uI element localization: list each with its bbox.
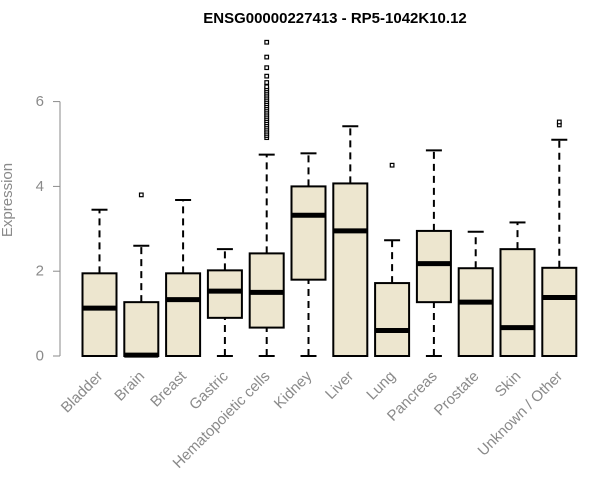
iqr-box <box>541 266 578 358</box>
boxes-group <box>81 39 578 358</box>
x-tick-label: Breast <box>147 367 190 410</box>
x-tick-label: Kidney <box>271 367 316 412</box>
outlier-point <box>138 192 144 198</box>
outlier-point <box>389 162 395 168</box>
y-tick-label: 6 <box>36 93 44 110</box>
chart-title: ENSG00000227413 - RP5-1042K10.12 <box>203 10 467 27</box>
outlier-point <box>264 73 270 79</box>
x-tick-label: Prostate <box>431 368 483 420</box>
x-tick-label: Skin <box>492 368 525 401</box>
iqr-box <box>290 185 327 281</box>
iqr-box <box>457 267 494 357</box>
y-axis-label: Expression <box>0 163 16 237</box>
box-breast <box>165 198 202 358</box>
box-gastric <box>206 248 243 357</box>
box-kidney <box>290 152 327 357</box>
outlier-point <box>264 80 270 85</box>
y-tick-label: 2 <box>36 263 44 280</box>
x-tick-label: Bladder <box>58 368 107 417</box>
iqr-box <box>206 269 243 319</box>
outlier-point <box>556 119 562 125</box>
box-prostate <box>457 230 494 357</box>
x-tick-label: Liver <box>322 368 357 403</box>
x-tick-label: Brain <box>111 368 148 405</box>
outlier-point <box>264 65 270 71</box>
box-liver <box>332 125 369 357</box>
box-skin <box>499 221 536 357</box>
iqr-box <box>332 182 369 357</box>
iqr-box <box>165 272 202 358</box>
box-brain <box>123 192 160 358</box>
box-lung <box>374 162 411 357</box>
box-pancreas <box>415 149 452 357</box>
y-tick-label: 0 <box>36 348 44 365</box>
box-bladder <box>81 208 118 358</box>
box-hematopoietic-cells <box>248 39 285 357</box>
iqr-box <box>415 229 452 304</box>
x-tick-label: Lung <box>363 368 399 404</box>
box-unknown-other <box>541 119 578 358</box>
iqr-box <box>499 248 536 357</box>
iqr-box <box>123 301 160 358</box>
y-axis: 0 2 4 6 <box>36 93 61 365</box>
outlier-point <box>264 39 270 45</box>
iqr-box <box>374 282 411 357</box>
outlier-point <box>264 54 270 60</box>
iqr-box <box>81 272 118 358</box>
outlier-point <box>264 84 270 90</box>
y-tick-label: 4 <box>36 178 44 195</box>
